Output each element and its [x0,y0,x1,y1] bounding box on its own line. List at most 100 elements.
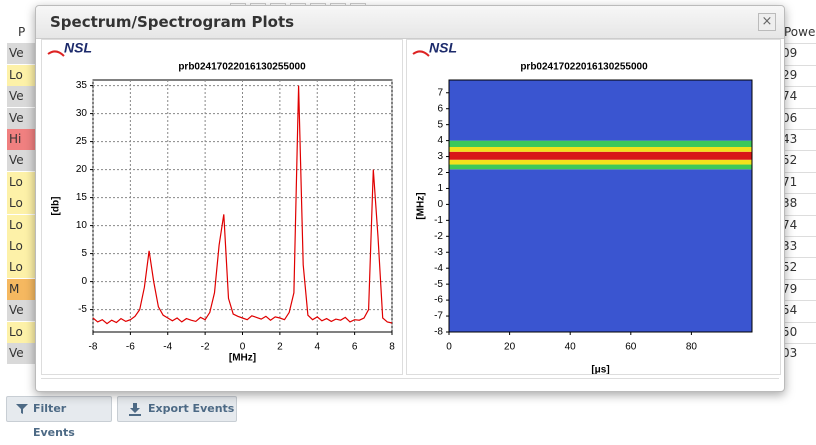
heat-band [449,146,752,152]
button-label: Export Events [148,402,235,415]
level-cell: Lo [7,171,39,193]
level-cell: Ve [7,300,39,322]
plot-frame [448,79,753,333]
x-tick-label: 8 [389,342,395,353]
x-tick-label: 6 [352,342,358,353]
y-tick-label: 2 [437,167,443,178]
power-cell: 06 [782,110,798,125]
level-cell: Hi [7,129,39,150]
level-cell: Ve [7,86,39,108]
y-tick-label: 4 [437,135,443,146]
logo: NSL [429,40,457,56]
filter-icon [16,404,28,414]
level-cell: Lo [7,236,39,257]
power-cell: 33 [782,239,798,253]
y-tick-label: -5 [434,279,443,290]
modal-header: Spectrum/Spectrogram Plots × [36,6,784,39]
x-tick-label: -6 [126,342,135,353]
power-cell: 52 [782,153,798,168]
level-cell: Ve [7,343,39,364]
y-axis-label: [db] [51,197,62,216]
logo-swoosh [412,50,430,57]
level-cell: Lo [7,214,39,236]
x-axis-label: [μs] [591,365,609,375]
y-tick-label: 20 [76,164,88,175]
y-tick-label: -2 [434,231,443,242]
y-axis-label: [MHz] [416,192,427,219]
modal-title: Spectrum/Spectrogram Plots [50,13,295,31]
y-tick-label: 7 [437,87,443,98]
filter-button[interactable]: Filter Events [6,396,112,439]
power-cell: 74 [782,89,798,104]
heat-band [449,164,752,170]
x-axis-label: [MHz] [229,353,256,364]
y-tick-label: -6 [434,295,443,306]
x-tick-label: 0 [240,342,246,353]
level-cell: Ve [7,43,39,65]
table-header: Power [784,25,816,39]
y-tick-label: 1 [437,183,443,194]
level-cell: Lo [7,321,39,343]
x-tick-label: -4 [163,342,172,353]
x-tick-label: 40 [565,342,577,353]
y-tick-label: 35 [76,80,88,91]
y-tick-label: 0 [437,199,443,210]
power-cell: 74 [782,217,798,232]
x-tick-label: 0 [446,342,452,353]
y-tick-label: -1 [434,215,443,226]
button-label: Filter Events [33,402,75,439]
level-cell: Ve [7,150,39,172]
x-tick-label: 4 [314,342,320,353]
y-tick-label: 15 [76,192,88,203]
y-tick-label: 0 [81,276,87,287]
y-tick-label: 10 [76,220,88,231]
power-cell: 03 [782,346,798,360]
modal-footer [41,378,779,379]
heat-band [449,151,752,160]
heat-band [449,159,752,165]
spectrum-panel: NSL prb02417022016130255000 -8 -6 -4 -2 0 2 4 6 8 -… [41,39,403,375]
level-cell: M [7,278,39,300]
x-tick-label: 20 [504,342,516,353]
x-tick-label: -2 [201,342,210,353]
x-tick-label: 2 [277,342,283,353]
level-cell: Ve [7,107,39,129]
logo: NSL [64,40,92,56]
power-cell: 50 [782,324,798,339]
table-header: P [18,25,26,39]
level-cell: Lo [7,193,39,215]
power-cell: 38 [782,196,798,211]
logo-swoosh [47,50,65,57]
y-tick-label: 6 [437,103,443,114]
level-cell: Lo [7,257,39,279]
power-cell: 54 [782,303,798,318]
modal: Spectrum/Spectrogram Plots × NSL prb02417… [35,5,785,392]
y-tick-label: -3 [434,247,443,258]
chart-title: prb02417022016130255000 [178,62,306,73]
y-tick-label: -5 [78,304,87,315]
heat-band [449,80,752,141]
heat-band [449,169,752,332]
close-button[interactable]: × [758,13,776,31]
spectrum-line [92,85,393,325]
download-icon [129,403,141,416]
power-cell: 52 [782,260,798,275]
y-tick-label: 5 [437,119,443,130]
y-tick-label: 25 [76,136,88,147]
x-tick-label: -8 [89,342,98,353]
power-cell: 43 [782,132,798,146]
power-cell: 71 [782,174,798,189]
y-tick-label: 5 [81,248,87,259]
y-tick-label: 30 [76,108,88,119]
x-tick-label: 80 [686,342,698,353]
export-button[interactable]: Export Events [117,396,237,422]
y-tick-label: 3 [437,151,443,162]
x-tick-label: 60 [625,342,637,353]
power-cell: 09 [782,46,798,61]
heat-band [449,140,752,147]
chart-title: prb02417022016130255000 [520,62,648,73]
level-cell: Lo [7,64,39,86]
power-cell: 29 [782,67,798,82]
